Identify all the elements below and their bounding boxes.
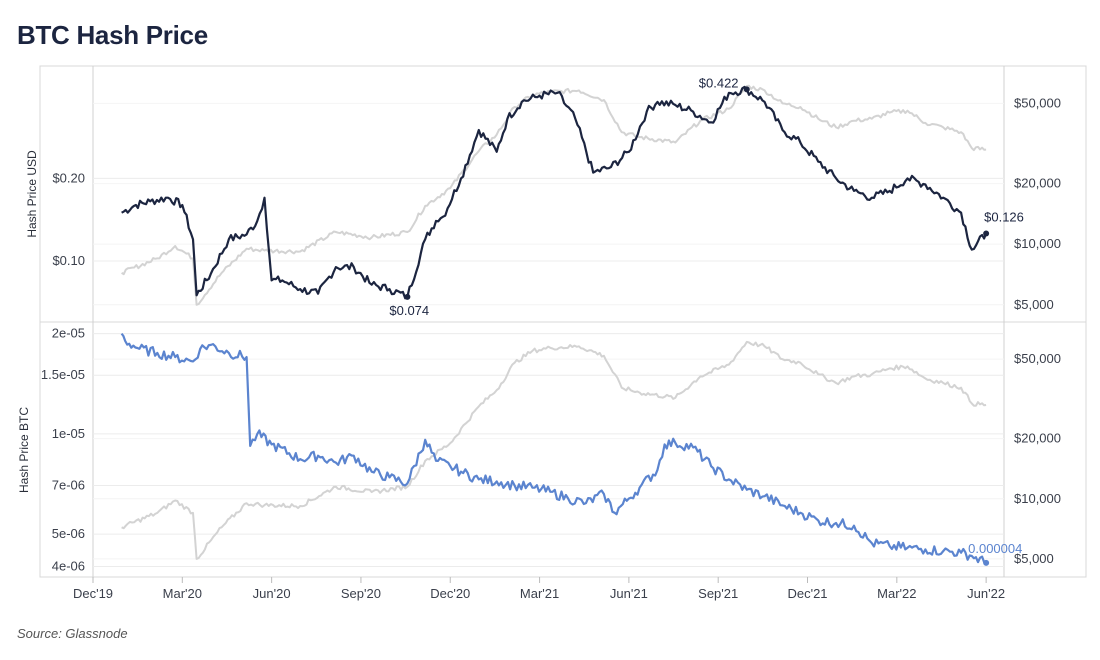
x-tick-label: Mar'20 xyxy=(163,586,202,601)
bottom-series-btc-price xyxy=(121,340,987,560)
x-tick-label: Jun'20 xyxy=(253,586,291,601)
bottom-y2-tick-label: $10,000 xyxy=(1014,491,1061,506)
bottom-y-axis-title: Hash Price BTC xyxy=(17,407,31,493)
annotation-label: 0.000004 xyxy=(968,541,1022,556)
top-y2-tick-label: $10,000 xyxy=(1014,236,1061,251)
x-tick-label: Jun'21 xyxy=(610,586,648,601)
top-y-tick-label: $0.10 xyxy=(52,253,85,268)
tick-layer: $0.20 $0.10 $50,000 $20,000 $10,000 $5,000 2e-… xyxy=(41,95,1061,601)
grid-layer xyxy=(93,84,1004,567)
top-y2-tick-label: $50,000 xyxy=(1014,95,1061,110)
bottom-y2-tick-label: $50,000 xyxy=(1014,351,1061,366)
x-tick-label: Dec'20 xyxy=(430,586,470,601)
annotation-marker xyxy=(983,559,990,566)
top-y2-tick-label: $20,000 xyxy=(1014,176,1061,191)
top-y-axis-title: Hash Price USD xyxy=(25,150,39,238)
bottom-y-tick-label: 1e-05 xyxy=(52,426,85,441)
annotation-label: $0.422 xyxy=(699,75,739,90)
bottom-y2-tick-label: $20,000 xyxy=(1014,431,1061,446)
x-tick-label: Dec'19 xyxy=(73,586,113,601)
x-tick-label: Sep'20 xyxy=(341,586,381,601)
bottom-panel-frame xyxy=(39,321,1087,578)
bottom-y-tick-label: 2e-05 xyxy=(52,326,85,341)
annotation-marker xyxy=(743,86,750,93)
annotation-label: $0.126 xyxy=(984,209,1024,224)
x-tick-label: Sep'21 xyxy=(698,586,738,601)
bottom-y-tick-label: 4e-06 xyxy=(52,558,85,573)
bottom-y-tick-label: 1.5e-05 xyxy=(41,367,85,382)
page-title: BTC Hash Price xyxy=(17,20,208,50)
top-series-btc-price xyxy=(121,84,987,306)
annotation-label: $0.074 xyxy=(389,303,429,318)
annotation-marker xyxy=(983,230,990,237)
bottom-y2-tick-label: $5,000 xyxy=(1014,551,1054,566)
bottom-series-hash-price-btc xyxy=(120,332,987,564)
x-tick-label: Mar'22 xyxy=(877,586,916,601)
bottom-y-tick-label: 5e-06 xyxy=(52,526,85,541)
annotation-layer: $0.422 $0.074 $0.126 0.000004 xyxy=(389,75,1024,566)
annotation-marker xyxy=(404,293,411,300)
top-series-hash-price-usd xyxy=(121,85,988,300)
series-layer xyxy=(120,85,988,564)
x-tick-label: Mar'21 xyxy=(520,586,559,601)
top-y-tick-label: $0.20 xyxy=(52,170,85,185)
top-y2-tick-label: $5,000 xyxy=(1014,297,1054,312)
x-tick-label: Jun'22 xyxy=(967,586,1005,601)
source-note: Source: Glassnode xyxy=(17,626,128,641)
bottom-y-tick-label: 7e-06 xyxy=(52,477,85,492)
x-tick-label: Dec'21 xyxy=(787,586,827,601)
